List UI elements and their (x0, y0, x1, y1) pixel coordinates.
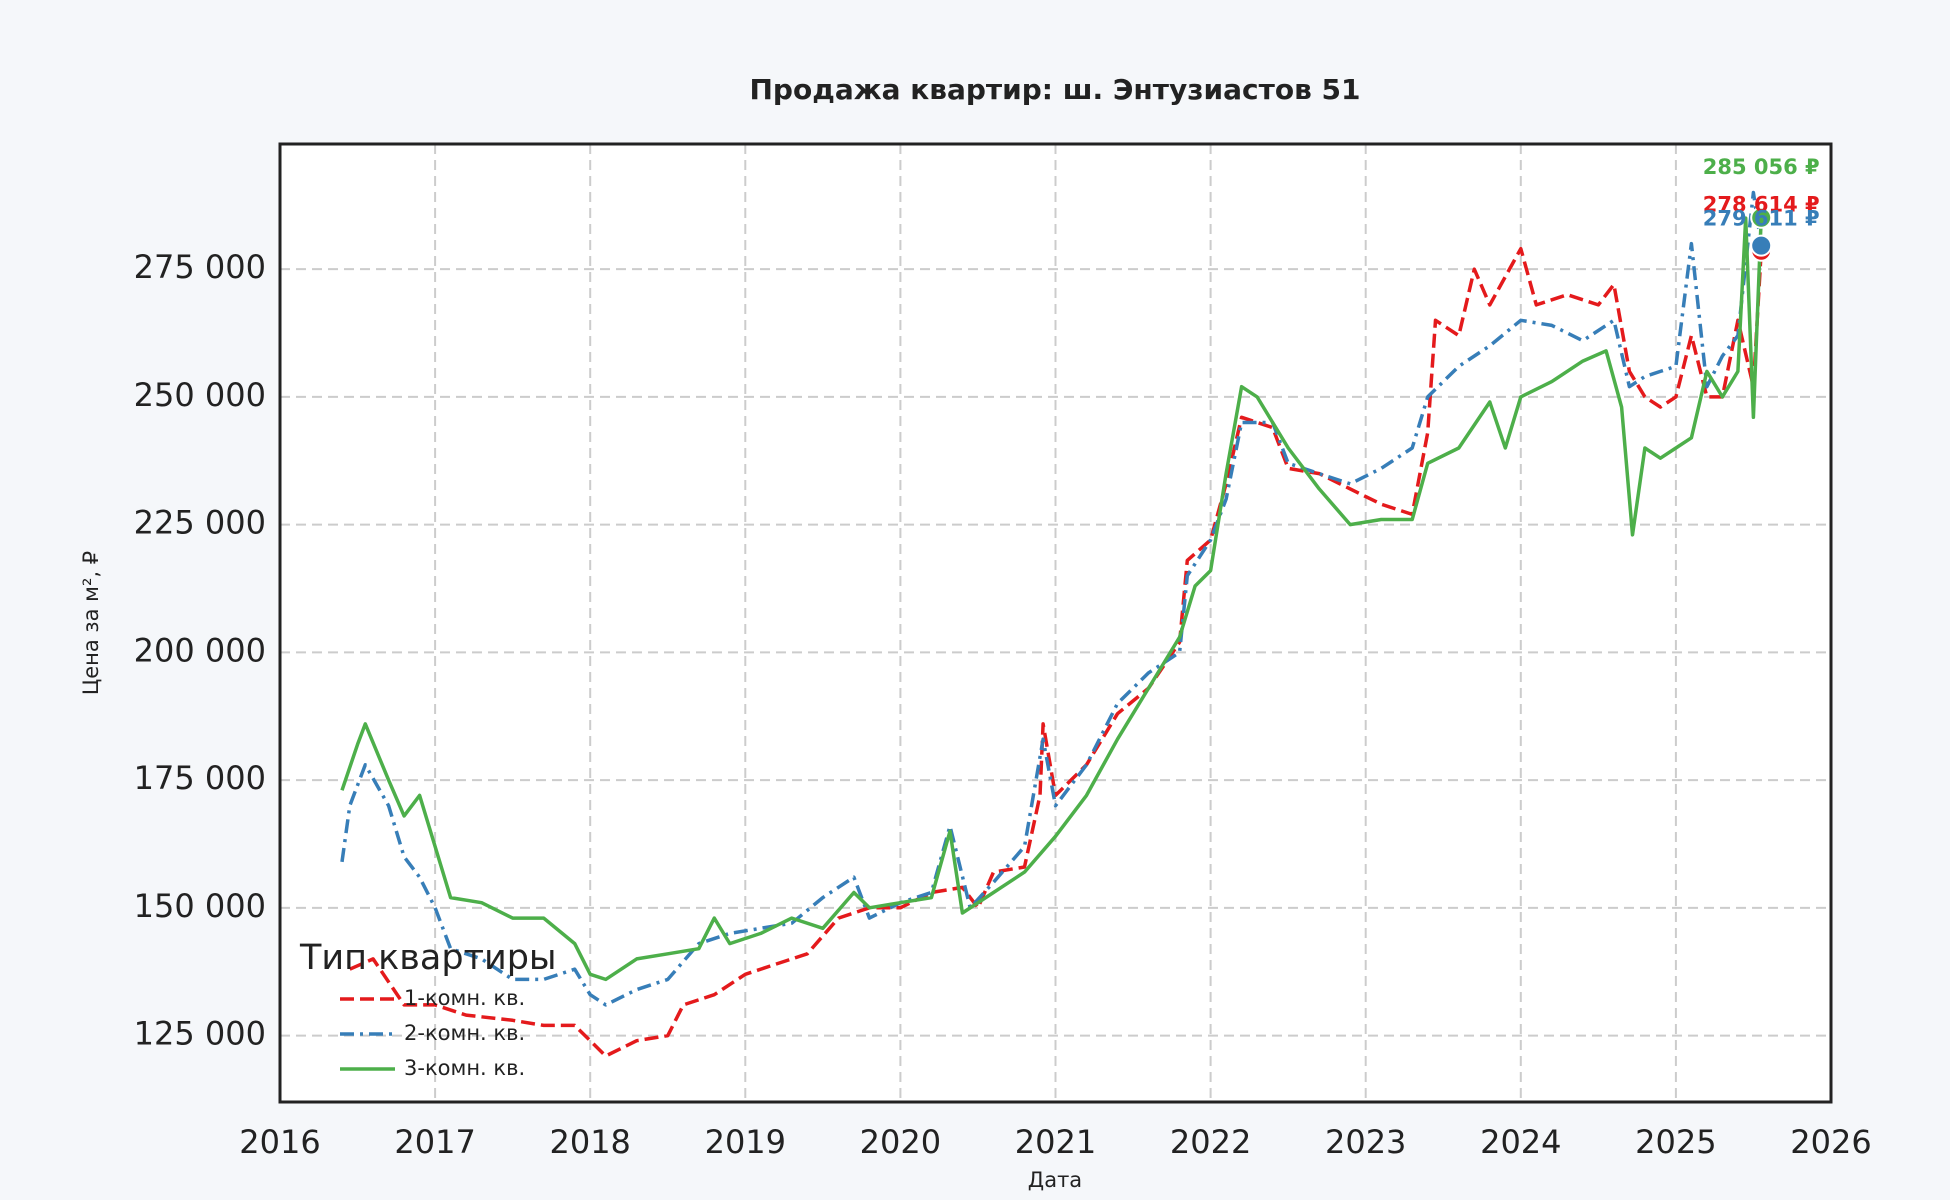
lines (340, 190, 1763, 1058)
y-tick-label: 225 000 (134, 504, 266, 542)
end-marker (1750, 206, 1773, 229)
chart-title: Продажа квартир: ш. Энтузиастов 51 (750, 73, 1361, 106)
x-tick-label: 2025 (1635, 1123, 1716, 1161)
y-tick-label: 275 000 (134, 248, 266, 286)
legend-label: 1-комн. кв. (404, 986, 525, 1010)
y-tick-label: 250 000 (134, 376, 266, 414)
x-tick-label: 2016 (239, 1123, 320, 1161)
plot-area (280, 144, 1831, 1102)
x-tick-label: 2017 (394, 1123, 475, 1161)
series-line (349, 246, 1763, 1058)
legend-label: 2-комн. кв. (404, 1021, 525, 1045)
y-tick-label: 200 000 (134, 631, 266, 669)
legend-label: 3-комн. кв. (404, 1056, 525, 1080)
end-label: 278 614 ₽ (1703, 193, 1820, 217)
x-tick-label: 2020 (860, 1123, 941, 1161)
y-tick-label: 175 000 (134, 759, 266, 797)
y-axis-label: Цена за м², ₽ (79, 551, 103, 695)
y-tick-label: 125 000 (134, 1015, 266, 1053)
legend-title: Тип квартиры (299, 938, 557, 978)
grid (279, 144, 1832, 1102)
y-tick-label: 150 000 (134, 887, 266, 925)
x-tick-label: 2026 (1790, 1123, 1871, 1161)
end-label: 285 056 ₽ (1703, 155, 1820, 179)
x-tick-label: 2019 (705, 1123, 786, 1161)
x-axis-label: Дата (1028, 1168, 1082, 1192)
series-line (340, 190, 1763, 1007)
x-tick-label: 2024 (1480, 1123, 1561, 1161)
plot-border (278, 142, 1833, 1104)
x-tick-label: 2023 (1325, 1123, 1406, 1161)
series-line (340, 216, 1763, 982)
end-label: 279 611 ₽ (1703, 207, 1820, 231)
x-tick-label: 2022 (1170, 1123, 1251, 1161)
x-tick-label: 2018 (549, 1123, 630, 1161)
x-tick-label: 2021 (1015, 1123, 1096, 1161)
end-marker (1750, 234, 1773, 257)
